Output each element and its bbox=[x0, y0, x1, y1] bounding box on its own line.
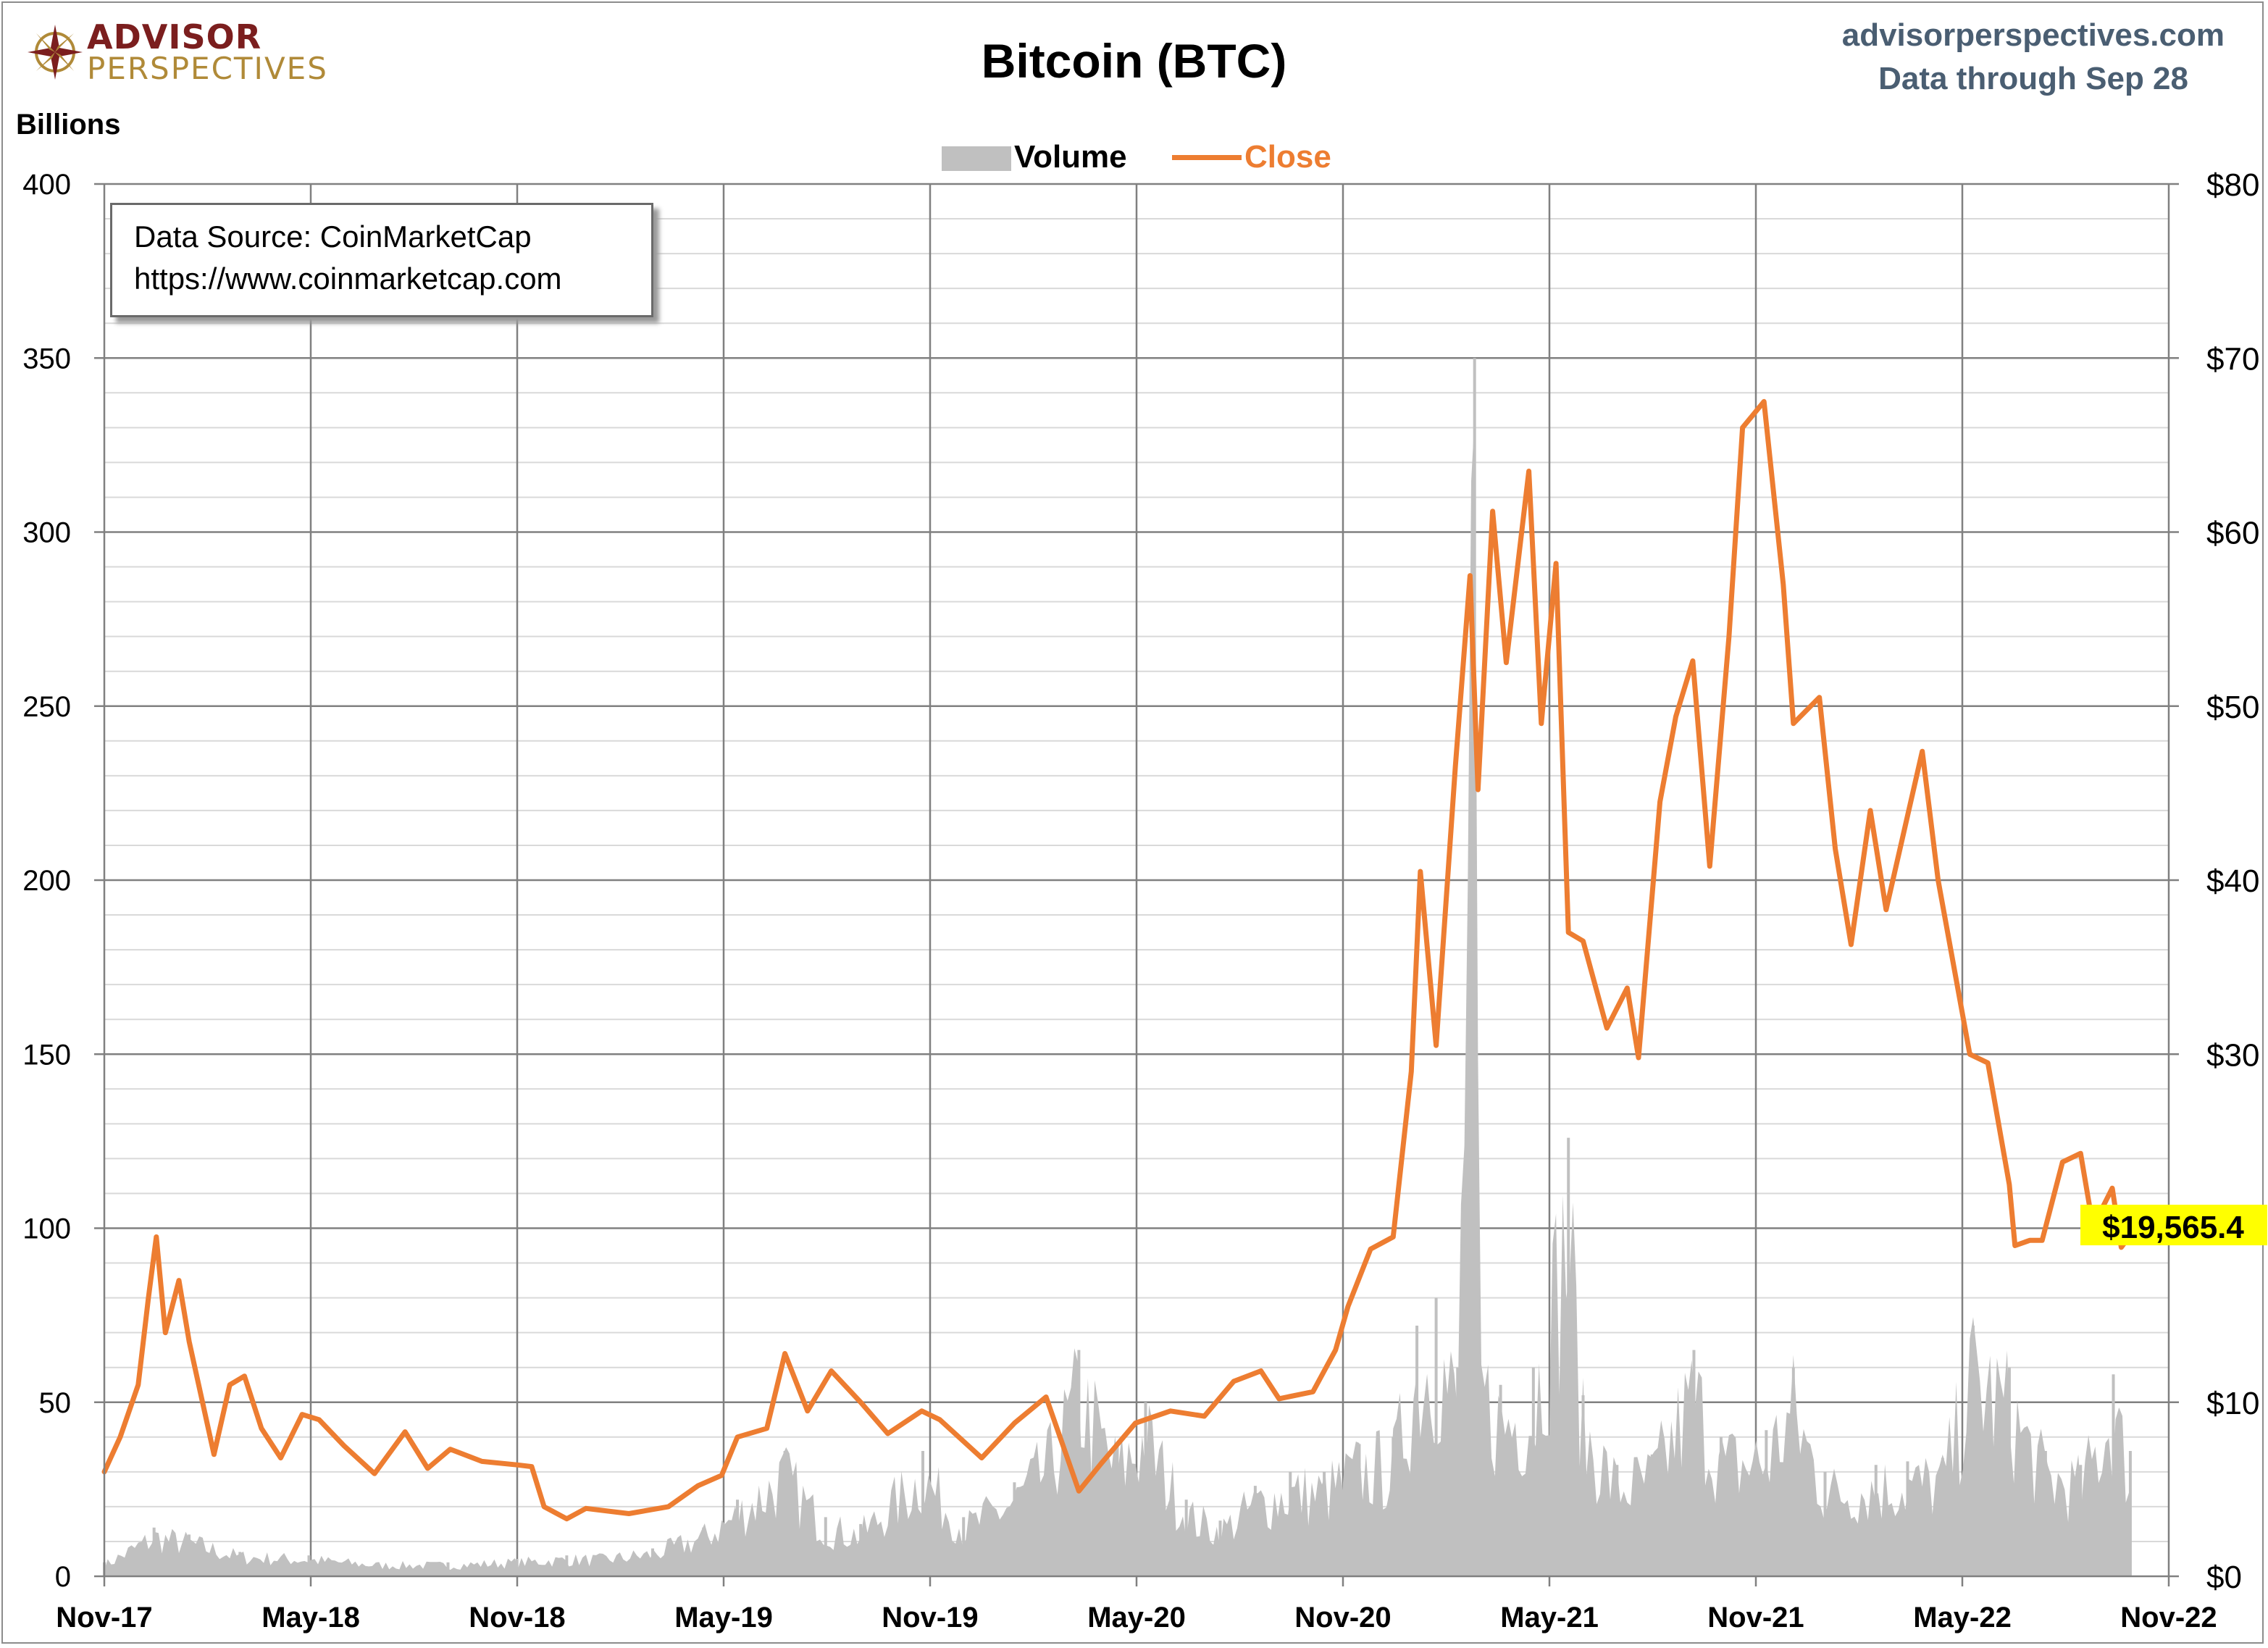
x-tick-label: Nov-17 bbox=[56, 1602, 152, 1634]
x-tick-label: May-22 bbox=[1913, 1602, 2012, 1634]
advisor-perspectives-logo: ADVISOR PERSPECTIVES bbox=[26, 16, 330, 88]
y-left-tick-label: 400 bbox=[22, 169, 71, 201]
y-left-tick-label: 350 bbox=[22, 343, 71, 375]
x-tick-label: May-19 bbox=[674, 1602, 773, 1634]
y-left-tick-label: 300 bbox=[22, 517, 71, 549]
y-right-tick-label: $0 bbox=[2206, 1560, 2242, 1595]
legend-swatch-close bbox=[1172, 155, 1242, 160]
y-right-tick-label: $50 bbox=[2206, 690, 2259, 725]
close-line-group bbox=[101, 398, 2133, 1522]
compass-icon bbox=[28, 25, 83, 80]
x-tick-label: Nov-20 bbox=[1294, 1602, 1391, 1634]
y-right-tick-label: $10 bbox=[2206, 1386, 2259, 1421]
chart-title: Bitcoin (BTC) bbox=[981, 34, 1287, 88]
logo-wordmark-bottom: PERSPECTIVES bbox=[87, 51, 328, 86]
last-value-highlight bbox=[2080, 1205, 2267, 1246]
last-value-callout: $19,565.4 bbox=[2080, 1205, 2267, 1246]
x-tick-label: May-21 bbox=[1500, 1602, 1599, 1634]
x-tick-label: Nov-21 bbox=[1707, 1602, 1804, 1634]
x-tick-label: Nov-19 bbox=[882, 1602, 978, 1634]
x-tick-label: Nov-22 bbox=[2120, 1602, 2217, 1634]
close-price-line bbox=[101, 398, 2133, 1522]
volume-area-group bbox=[103, 358, 2132, 1576]
legend-item-close: Close bbox=[1172, 138, 1331, 177]
source-line-2: https://www.coinmarketcap.com bbox=[134, 262, 562, 296]
x-tick-label: May-18 bbox=[261, 1602, 360, 1634]
data-through-note: Data through Sep 28 bbox=[1878, 61, 2188, 96]
y-left-tick-label: 150 bbox=[22, 1039, 71, 1071]
site-url: advisorperspectives.com bbox=[1841, 17, 2225, 53]
y-left-tick-label: 0 bbox=[55, 1561, 71, 1593]
y-right-tick-label: $80 bbox=[2206, 167, 2259, 203]
x-tick-label: May-20 bbox=[1087, 1602, 1186, 1634]
last-value-label: $19,565.4 bbox=[2102, 1210, 2244, 1245]
legend-item-volume: Volume bbox=[942, 138, 1127, 177]
logo-wordmark-top: ADVISOR bbox=[87, 17, 262, 57]
y-left-tick-label: 100 bbox=[22, 1213, 71, 1245]
x-tick-label: Nov-18 bbox=[469, 1602, 565, 1634]
tick-labels: 050100150200250300350400$0$10$20$30$40$5… bbox=[22, 167, 2259, 1634]
axes bbox=[94, 183, 2179, 1586]
legend-label-volume: Volume bbox=[1014, 139, 1127, 175]
y-left-tick-label: 250 bbox=[22, 691, 71, 723]
y-axis-label: Billions bbox=[16, 109, 121, 141]
y-right-tick-label: $70 bbox=[2206, 341, 2259, 377]
y-left-tick-label: 50 bbox=[39, 1387, 72, 1419]
y-right-tick-label: $40 bbox=[2206, 863, 2259, 899]
major-gridlines bbox=[104, 183, 2169, 1576]
y-right-tick-label: $60 bbox=[2206, 516, 2259, 551]
legend-label-close: Close bbox=[1244, 139, 1331, 175]
legend-swatch-volume bbox=[942, 146, 1011, 171]
source-line-1: Data Source: CoinMarketCap bbox=[134, 219, 532, 254]
data-source-box: Data Source: CoinMarketCap https://www.c… bbox=[110, 203, 653, 317]
y-left-tick-label: 200 bbox=[22, 865, 71, 897]
y-right-tick-label: $30 bbox=[2206, 1037, 2259, 1073]
